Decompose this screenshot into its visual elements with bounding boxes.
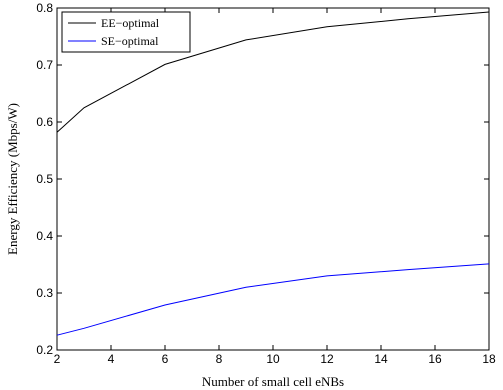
x-tick-label: 10 [266, 352, 280, 366]
x-tick-label: 12 [320, 352, 334, 366]
legend-box [61, 11, 191, 53]
y-axis-label: Energy Efficiency (Mbps/W) [5, 103, 20, 255]
x-tick-label: 8 [216, 352, 223, 366]
x-tick-label: 2 [54, 352, 61, 366]
series-line-se-optimal [56, 263, 490, 336]
x-tick-label: 16 [428, 352, 442, 366]
legend-entry-label: EE−optimal [101, 16, 160, 30]
x-tick-label: 18 [482, 352, 496, 366]
legend-entry-label: SE−optimal [101, 34, 159, 48]
y-tick-label: 0.2 [36, 343, 53, 357]
y-tick-label: 0.8 [36, 1, 53, 15]
y-tick-label: 0.7 [36, 58, 53, 72]
x-tick-label: 6 [162, 352, 169, 366]
legend: EE−optimal SE−optimal [61, 11, 191, 53]
plot-frame [56, 7, 490, 351]
x-tick-label: 4 [108, 352, 115, 366]
series-layer [56, 11, 490, 336]
plot-area [56, 7, 490, 351]
y-tick-label: 0.5 [36, 172, 53, 186]
series-line-ee-optimal [56, 11, 490, 133]
y-tick-label: 0.4 [36, 229, 53, 243]
ticks-layer: 2 4 6 8 10 12 14 16 18 0.2 0.3 0.4 0.5 0.6 0.7 0.8 [36, 1, 496, 366]
y-tick-label: 0.6 [36, 115, 53, 129]
x-tick-label: 14 [374, 352, 388, 366]
y-tick-label: 0.3 [36, 286, 53, 300]
x-axis-label: Number of small cell eNBs [202, 374, 344, 389]
